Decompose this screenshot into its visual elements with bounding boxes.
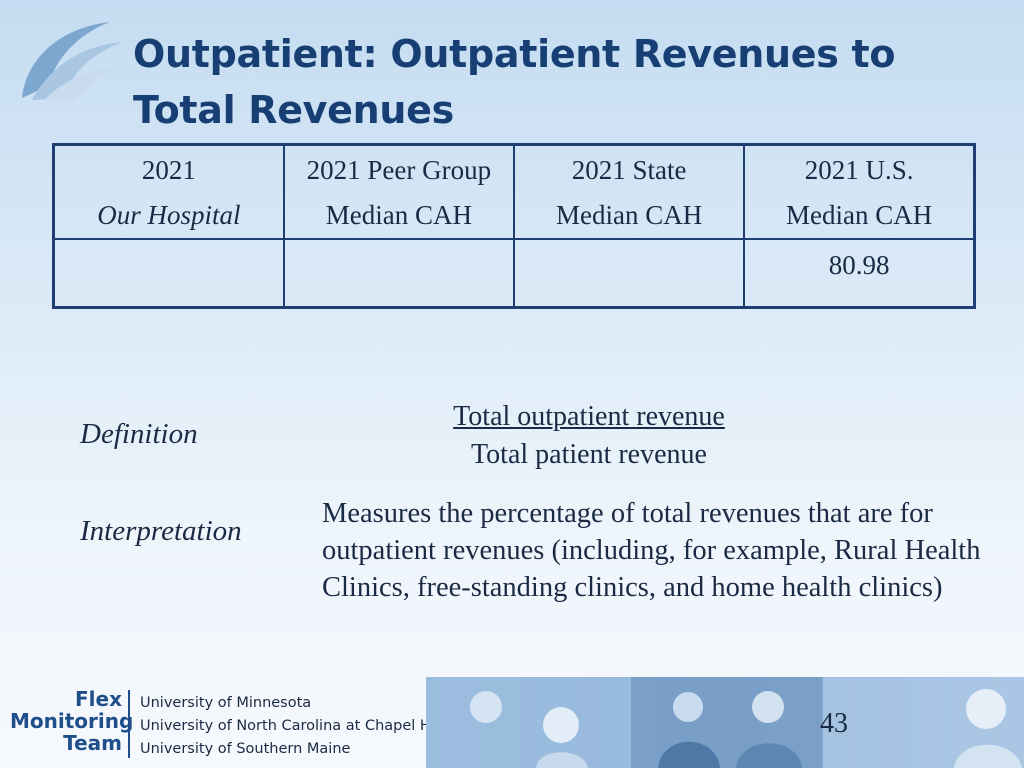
university-item: University of North Carolina at Chapel H… (140, 718, 443, 734)
interpretation-label: Interpretation (80, 515, 242, 547)
value-us: 80.98 (743, 238, 976, 309)
header-peer-group: 2021 Peer Group Median CAH (282, 143, 516, 240)
logo-line-monitoring: Monitoring (10, 709, 134, 733)
university-list: University of Minnesota University of No… (140, 692, 443, 761)
header-line2: Median CAH (556, 200, 703, 230)
definition-formula: Total outpatient revenue Total patient r… (438, 398, 740, 474)
header-line1: 2021 Peer Group (306, 155, 492, 185)
logo-swoosh-icon (22, 22, 124, 100)
header-line1: 2021 (141, 155, 196, 185)
header-line1: 2021 U.S. (804, 155, 914, 185)
interpretation-text: Measures the percentage of total revenue… (322, 498, 981, 603)
table-value-row: 80.98 (52, 238, 976, 309)
definition-numerator: Total outpatient revenue (453, 401, 725, 432)
university-item: University of Southern Maine (140, 741, 351, 757)
page-number: 43 (820, 708, 848, 739)
value-our-hospital (52, 238, 285, 309)
header-line1: 2021 State (571, 155, 687, 185)
table-header-row: 2021 Our Hospital 2021 Peer Group Median… (52, 143, 976, 240)
people-photo-strip (426, 677, 1024, 768)
header-our-hospital: 2021 Our Hospital (52, 143, 285, 240)
header-line2: Median CAH (325, 200, 472, 230)
footer-divider (128, 690, 130, 758)
slide-title: Outpatient: Outpatient Revenues to Total… (133, 32, 896, 132)
logo-line-flex: Flex (75, 687, 122, 711)
header-us: 2021 U.S. Median CAH (743, 143, 976, 240)
logo-line-team: Team (63, 731, 122, 755)
header-line2: Median CAH (786, 200, 933, 230)
definition-denominator: Total patient revenue (471, 439, 707, 470)
university-item: University of Minnesota (140, 695, 312, 711)
flex-monitoring-team-logo: Flex Monitoring Team (10, 687, 134, 755)
value-state (512, 238, 746, 309)
metrics-table: 2021 Our Hospital 2021 Peer Group Median… (52, 143, 976, 309)
header-state: 2021 State Median CAH (512, 143, 746, 240)
header-line2: Our Hospital (97, 200, 241, 230)
definition-label: Definition (80, 418, 198, 450)
value-peer-group (282, 238, 516, 309)
